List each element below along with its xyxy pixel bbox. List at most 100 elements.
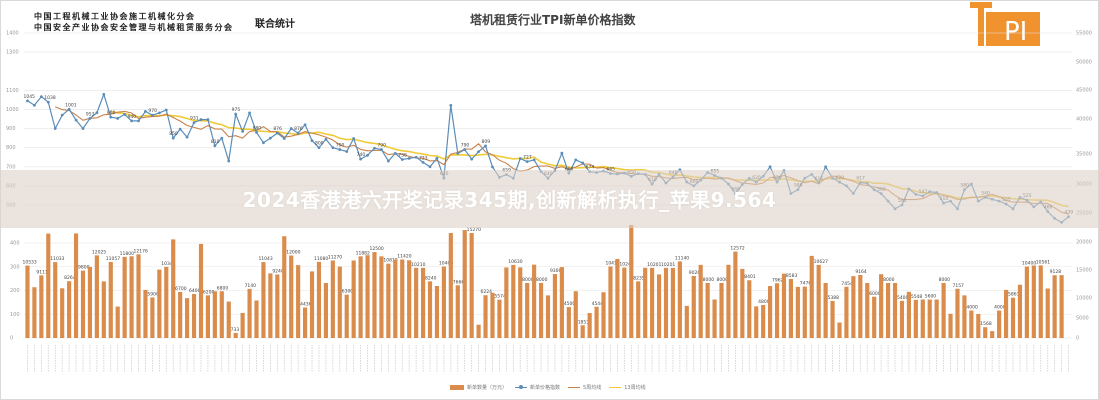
svg-text:1851: 1851 [578,319,590,325]
svg-text:11140: 11140 [675,255,689,261]
svg-text:10201: 10201 [647,262,661,268]
svg-text:800: 800 [315,141,324,147]
svg-text:6800: 6800 [217,285,229,291]
svg-text:10400: 10400 [1022,261,1036,267]
svg-text:4544: 4544 [592,301,604,307]
svg-text:1000: 1000 [6,107,19,113]
svg-text:790: 790 [336,143,345,149]
watermark-banner [0,170,1099,228]
svg-text:11800: 11800 [120,251,134,257]
svg-text:8583: 8583 [786,273,798,279]
svg-text:1568: 1568 [980,321,992,327]
svg-text:8000: 8000 [939,277,951,283]
svg-text:809: 809 [482,139,491,145]
svg-text:876: 876 [294,126,303,132]
svg-text:11057: 11057 [106,256,120,262]
svg-text:7962: 7962 [772,277,784,283]
svg-text:11043: 11043 [258,256,272,262]
svg-text:10627: 10627 [814,259,828,265]
svg-text:35000: 35000 [1076,152,1092,158]
svg-text:PI: PI [1004,17,1027,46]
svg-text:733: 733 [231,327,240,333]
line-swatch-icon [568,386,581,389]
svg-text:10240: 10240 [619,262,633,268]
svg-text:727: 727 [523,155,532,161]
line-marker-swatch-icon [515,385,528,390]
svg-text:5400: 5400 [897,295,909,301]
svg-text:800: 800 [6,145,16,151]
svg-text:10630: 10630 [508,259,522,265]
svg-text:7476: 7476 [800,281,812,287]
svg-text:790: 790 [461,143,470,149]
svg-text:0: 0 [10,336,13,342]
svg-text:400: 400 [10,241,20,247]
svg-text:9111: 9111 [36,269,48,275]
svg-text:8000: 8000 [703,277,715,283]
svg-text:4800: 4800 [758,299,770,305]
legend-item-index: 新单价格指数 [515,384,560,391]
watermark-text: 2024香港港六开奖记录345期,创新解析执行_苹果9.564 [242,188,777,212]
svg-text:8264: 8264 [64,275,76,281]
svg-text:8235: 8235 [633,275,645,281]
svg-text:8000: 8000 [883,277,895,283]
svg-text:4500: 4500 [564,301,576,307]
svg-text:6700: 6700 [175,286,187,292]
organization-names: 中国工程机械工业协会施工机械化分会 中国安全产业协会安全管理与机械租赁服务分会 [34,11,234,33]
svg-text:666: 666 [565,166,574,172]
chart-legend: 新单数量（万元） 新单价格指数 5周均线 13周均线 [450,384,646,391]
svg-text:1001: 1001 [65,102,77,108]
svg-text:674: 674 [586,165,595,171]
svg-text:10561: 10561 [1036,259,1050,265]
svg-text:5548: 5548 [911,294,923,300]
svg-text:7140: 7140 [245,283,257,289]
svg-text:4436: 4436 [300,302,312,308]
svg-text:8000: 8000 [717,277,729,283]
svg-text:880: 880 [253,125,262,131]
svg-text:9800: 9800 [78,265,90,271]
svg-text:45000: 45000 [1076,88,1092,94]
svg-text:700: 700 [6,164,16,170]
svg-text:850: 850 [169,131,178,137]
svg-text:8240: 8240 [425,275,437,281]
svg-text:8000: 8000 [522,277,534,283]
svg-text:5000: 5000 [1076,316,1089,322]
legend-item-ma5: 5周均线 [568,384,601,391]
legend-item-ma13: 13周均线 [609,384,646,391]
svg-text:5388: 5388 [828,295,840,301]
svg-text:55000: 55000 [1076,31,1092,37]
tpi-logo-icon: PI [970,2,1040,46]
svg-text:10810: 10810 [383,258,397,264]
svg-text:740: 740 [357,152,366,158]
svg-text:4000: 4000 [966,305,978,311]
svg-text:11882: 11882 [356,250,370,256]
joint-statistics-label: 联合统计 [255,19,295,30]
svg-text:10410: 10410 [605,260,619,266]
svg-text:970: 970 [148,108,157,114]
svg-text:7157: 7157 [952,283,964,289]
svg-text:11080: 11080 [314,256,328,262]
svg-text:12500: 12500 [369,246,383,252]
svg-text:200: 200 [10,288,20,294]
svg-text:5574: 5574 [494,294,506,300]
svg-text:665: 665 [606,166,615,172]
svg-text:953: 953 [86,111,95,117]
svg-text:4000: 4000 [994,305,1006,311]
svg-text:810: 810 [211,139,220,145]
svg-text:960: 960 [107,110,116,116]
svg-text:8401: 8401 [744,274,756,280]
svg-text:6300: 6300 [342,289,354,295]
svg-text:6200: 6200 [203,289,215,295]
svg-text:10201: 10201 [661,262,675,268]
svg-text:1045: 1045 [23,94,35,100]
svg-text:10400: 10400 [439,261,453,267]
svg-text:20000: 20000 [1076,240,1092,246]
svg-text:0: 0 [1076,336,1079,342]
svg-text:9128: 9128 [1050,269,1062,275]
svg-text:9300: 9300 [550,268,562,274]
svg-text:11420: 11420 [397,253,411,259]
svg-text:5600: 5600 [925,294,937,300]
svg-text:5900: 5900 [147,291,159,297]
svg-text:100: 100 [10,312,20,318]
svg-text:975: 975 [232,107,241,113]
svg-text:6224: 6224 [481,289,493,295]
